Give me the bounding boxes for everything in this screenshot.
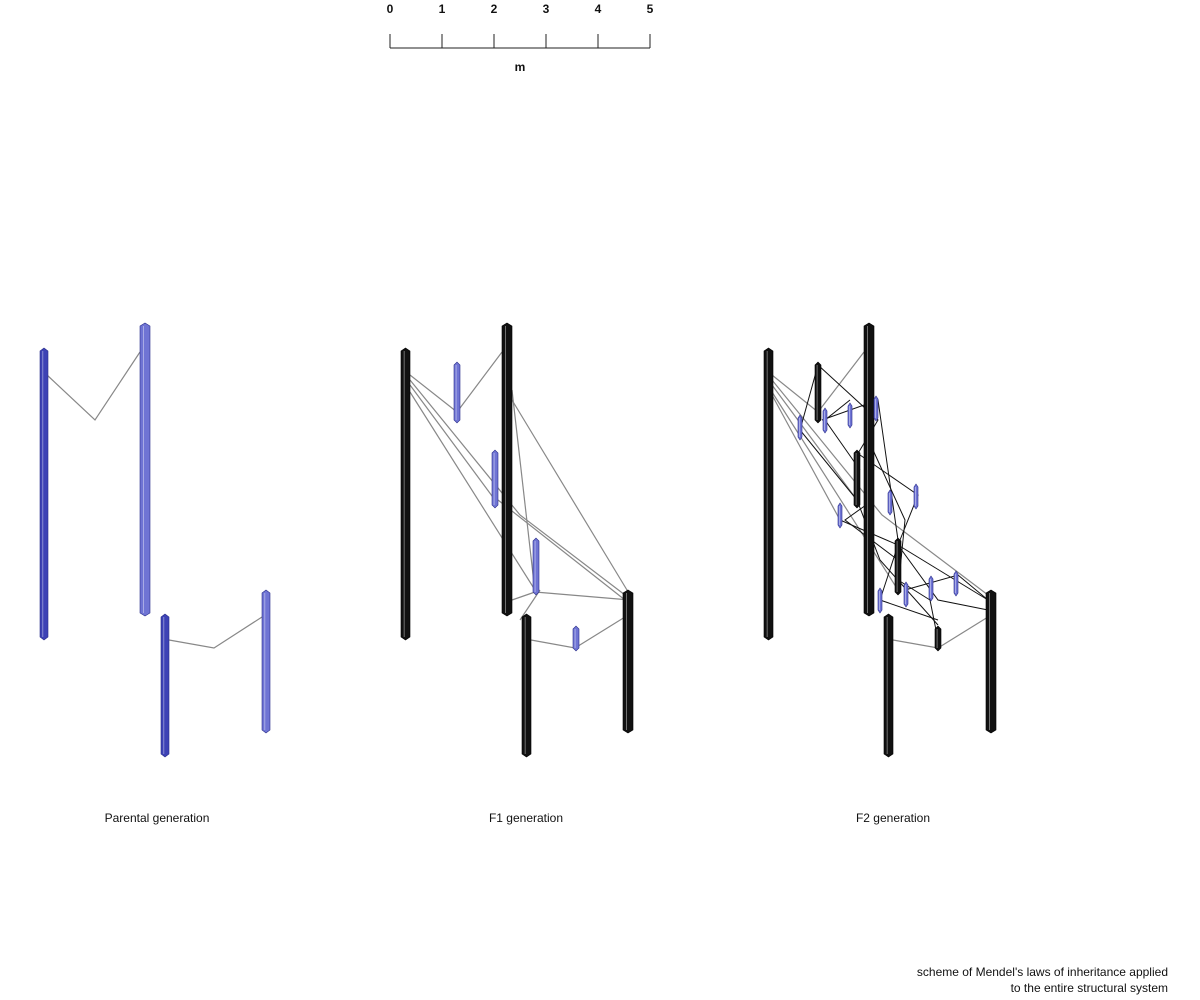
column <box>863 322 875 617</box>
member <box>168 616 263 649</box>
member <box>844 499 899 561</box>
column <box>491 449 499 509</box>
column <box>501 322 513 617</box>
member <box>771 379 989 596</box>
scale-tick-label: 4 <box>595 2 602 16</box>
panel-label: F1 generation <box>489 811 563 825</box>
scale-tick-label: 2 <box>491 2 498 16</box>
column <box>873 395 879 422</box>
panel-label: Parental generation <box>105 811 210 825</box>
column <box>572 625 580 652</box>
member <box>519 589 541 621</box>
member <box>897 544 989 601</box>
member <box>534 591 631 601</box>
member <box>511 591 536 601</box>
column <box>763 347 774 641</box>
member <box>879 599 939 621</box>
column <box>847 402 853 429</box>
column <box>797 414 803 441</box>
panel-label: F2 generation <box>856 811 930 825</box>
scale-tick-label: 3 <box>543 2 550 16</box>
caption: scheme of Mendel's laws of inheritance a… <box>917 965 1168 979</box>
member <box>511 389 536 593</box>
column <box>160 613 170 758</box>
column <box>953 570 959 597</box>
member <box>897 544 989 611</box>
member <box>409 384 496 501</box>
column <box>453 361 461 424</box>
scale-unit: m <box>515 60 526 74</box>
column <box>985 589 997 734</box>
scale-bar: m 0 1 2 3 4 5 <box>387 2 654 74</box>
column <box>622 589 634 734</box>
column <box>887 489 893 516</box>
column <box>883 613 894 758</box>
column <box>139 322 151 617</box>
scale-tick-label: 0 <box>387 2 394 16</box>
column <box>934 625 942 652</box>
column <box>928 575 934 602</box>
column <box>400 347 411 641</box>
member <box>771 391 899 591</box>
column <box>894 537 902 596</box>
member <box>771 384 858 501</box>
column <box>837 502 843 529</box>
column <box>814 361 822 424</box>
column <box>913 483 919 510</box>
scale-tick-label: 5 <box>647 2 654 16</box>
column <box>903 581 909 608</box>
structures <box>39 322 997 758</box>
column <box>39 347 49 641</box>
member <box>409 391 536 591</box>
column <box>261 589 271 734</box>
member <box>409 379 626 596</box>
scale-tick-label: 1 <box>439 2 446 16</box>
column <box>822 407 828 434</box>
member <box>771 394 841 521</box>
member <box>511 399 631 596</box>
member <box>497 499 626 601</box>
caption: to the entire structural system <box>1011 981 1168 995</box>
column <box>521 613 532 758</box>
column <box>877 587 883 614</box>
member <box>46 351 141 421</box>
column <box>853 449 861 509</box>
member <box>904 574 989 601</box>
column <box>532 537 540 596</box>
